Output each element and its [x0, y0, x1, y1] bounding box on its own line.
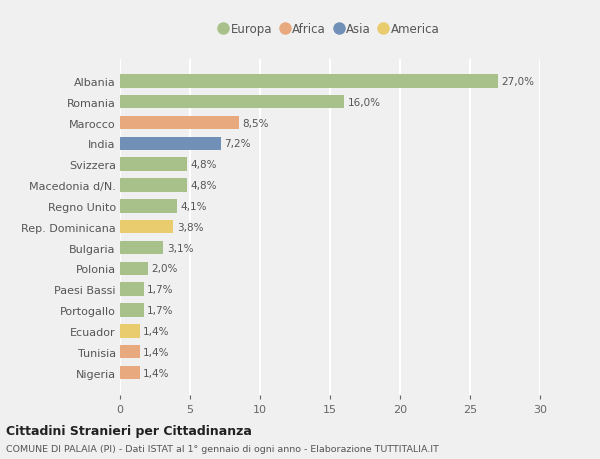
Bar [120, 200, 178, 213]
Bar [120, 179, 187, 192]
Bar [120, 345, 140, 359]
Text: Cittadini Stranieri per Cittadinanza: Cittadini Stranieri per Cittadinanza [6, 424, 252, 437]
Text: 27,0%: 27,0% [502, 77, 535, 87]
Text: 4,1%: 4,1% [181, 202, 208, 212]
Bar [120, 241, 163, 255]
Text: 4,8%: 4,8% [191, 160, 217, 170]
Bar [120, 137, 221, 151]
Text: 1,4%: 1,4% [143, 368, 170, 378]
Text: 3,8%: 3,8% [176, 222, 203, 232]
Text: 1,7%: 1,7% [148, 305, 174, 315]
Text: 8,5%: 8,5% [242, 118, 269, 128]
Bar [120, 283, 144, 297]
Bar [120, 366, 140, 380]
Bar [120, 75, 498, 89]
Text: 3,1%: 3,1% [167, 243, 193, 253]
Text: 4,8%: 4,8% [191, 181, 217, 190]
Bar [120, 262, 148, 275]
Text: 1,4%: 1,4% [143, 347, 170, 357]
Bar [120, 117, 239, 130]
Bar [120, 303, 144, 317]
Text: 7,2%: 7,2% [224, 139, 251, 149]
Bar [120, 158, 187, 172]
Bar [120, 220, 173, 234]
Text: 16,0%: 16,0% [347, 97, 380, 107]
Text: COMUNE DI PALAIA (PI) - Dati ISTAT al 1° gennaio di ogni anno - Elaborazione TUT: COMUNE DI PALAIA (PI) - Dati ISTAT al 1°… [6, 444, 439, 453]
Bar [120, 95, 344, 109]
Text: 1,7%: 1,7% [148, 285, 174, 295]
Bar [120, 325, 140, 338]
Text: 2,0%: 2,0% [151, 264, 178, 274]
Text: 1,4%: 1,4% [143, 326, 170, 336]
Legend: Europa, Africa, Asia, America: Europa, Africa, Asia, America [219, 22, 441, 37]
